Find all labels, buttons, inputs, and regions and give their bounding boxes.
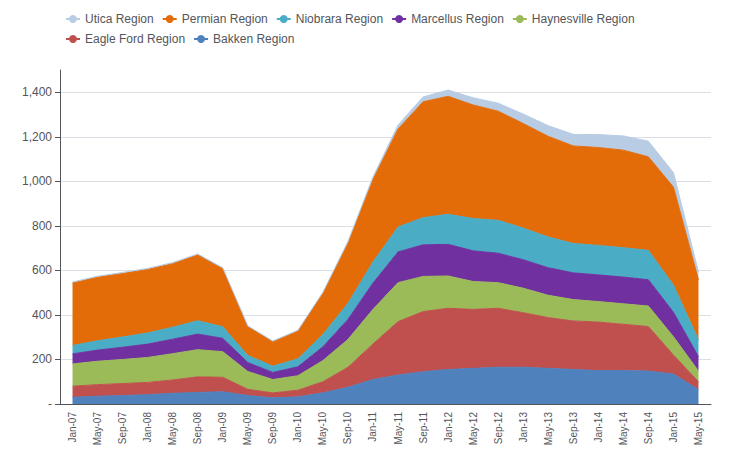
svg-text:Jan-12: Jan-12 [443, 412, 454, 443]
svg-text:Jan-08: Jan-08 [142, 412, 153, 443]
svg-text:May-08: May-08 [167, 412, 178, 446]
svg-text:May-07: May-07 [92, 412, 103, 446]
svg-text:Sep-08: Sep-08 [192, 412, 203, 445]
svg-text:May-09: May-09 [242, 412, 253, 446]
svg-text:May-15: May-15 [693, 412, 704, 446]
svg-text:Jan-14: Jan-14 [593, 412, 604, 443]
svg-text:Jan-07: Jan-07 [67, 412, 78, 443]
svg-text:400: 400 [32, 308, 52, 322]
svg-text:May-10: May-10 [317, 412, 328, 446]
svg-text:Sep-09: Sep-09 [267, 412, 278, 445]
svg-text:1,000: 1,000 [22, 174, 52, 188]
svg-text:Sep-13: Sep-13 [568, 412, 579, 445]
svg-text:-: - [48, 397, 52, 411]
svg-text:Jan-15: Jan-15 [668, 412, 679, 443]
svg-text:Sep-12: Sep-12 [493, 412, 504, 445]
svg-text:600: 600 [32, 263, 52, 277]
svg-text:May-14: May-14 [618, 412, 629, 446]
svg-text:Bakken Region: Bakken Region [213, 32, 294, 46]
svg-text:800: 800 [32, 219, 52, 233]
svg-text:Sep-14: Sep-14 [643, 412, 654, 445]
svg-text:200: 200 [32, 352, 52, 366]
svg-text:May-12: May-12 [468, 412, 479, 446]
svg-text:May-13: May-13 [543, 412, 554, 446]
svg-text:Eagle Ford Region: Eagle Ford Region [85, 32, 185, 46]
svg-text:Permian Region: Permian Region [182, 12, 268, 26]
svg-text:Jan-13: Jan-13 [518, 412, 529, 443]
svg-text:Jan-11: Jan-11 [367, 412, 378, 442]
svg-text:Sep-10: Sep-10 [342, 412, 353, 445]
svg-text:Sep-07: Sep-07 [117, 412, 128, 445]
svg-text:May-11: May-11 [393, 412, 404, 445]
svg-text:Niobrara Region: Niobrara Region [296, 12, 383, 26]
svg-text:Utica Region: Utica Region [85, 12, 154, 26]
svg-text:1,400: 1,400 [22, 85, 52, 99]
svg-text:Haynesville Region: Haynesville Region [532, 12, 635, 26]
svg-text:Jan-10: Jan-10 [292, 412, 303, 443]
svg-text:Marcellus Region: Marcellus Region [411, 12, 504, 26]
svg-text:1,200: 1,200 [22, 130, 52, 144]
svg-text:Sep-11: Sep-11 [418, 412, 429, 444]
svg-text:Jan-09: Jan-09 [217, 412, 228, 443]
